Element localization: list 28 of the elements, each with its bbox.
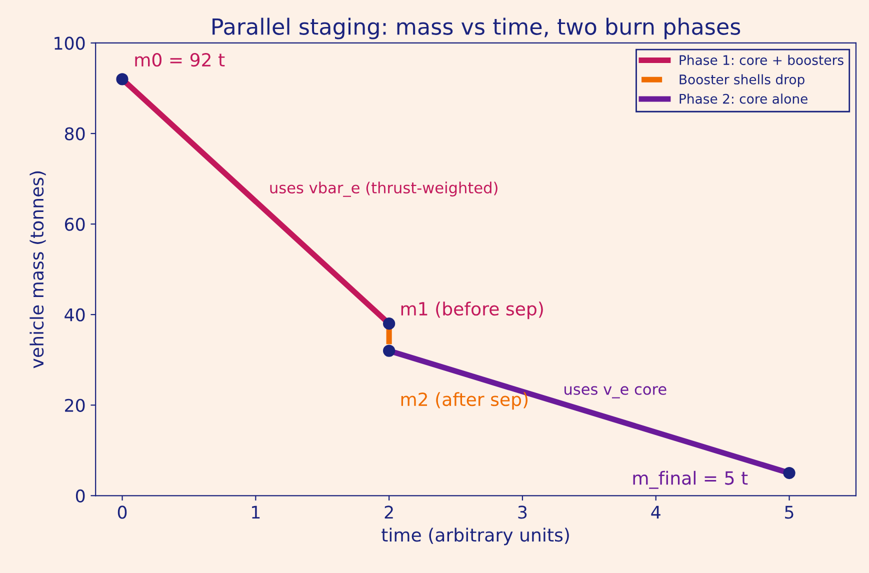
annotation: m0 = 92 t: [135, 52, 225, 67]
annotation: m_final = 5 t: [633, 470, 748, 489]
legend-label: Booster shells drop: [680, 74, 804, 87]
legend-label: Phase 1: core + boosters: [680, 54, 844, 66]
y-axis-title: vehicle mass (tonnes): [30, 171, 46, 368]
y-tick-label: 40: [64, 308, 85, 322]
y-tick-label: 100: [54, 36, 85, 50]
x-tick-label: 3: [518, 506, 527, 519]
point: [382, 318, 396, 330]
chart-title: Parallel staging: mass vs time, two burn phases: [212, 18, 740, 40]
annotation: m2 (after sep): [401, 392, 528, 410]
y-tick-label: 80: [64, 127, 85, 140]
x-tick-label: 5: [785, 506, 794, 519]
legend-label: Phase 2: core alone: [680, 94, 808, 104]
annotation: m1 (before sep): [401, 302, 543, 320]
x-axis-title: time (arbitrary units): [382, 528, 569, 546]
x-tick-label: 2: [384, 506, 393, 519]
point: [783, 466, 796, 480]
y-tick-label: 20: [65, 398, 85, 412]
annotation: uses v_e core: [564, 386, 666, 398]
point: [116, 73, 128, 86]
x-tick-label: 4: [651, 506, 660, 519]
annotation: uses vbar_e (thrust-weighted): [270, 182, 498, 197]
x-tick-label: 0: [118, 506, 127, 519]
y-tick-label: 60: [64, 218, 85, 231]
point: [382, 344, 396, 357]
x-tick-label: 1: [252, 506, 260, 519]
y-tick-label: 0: [76, 489, 85, 502]
